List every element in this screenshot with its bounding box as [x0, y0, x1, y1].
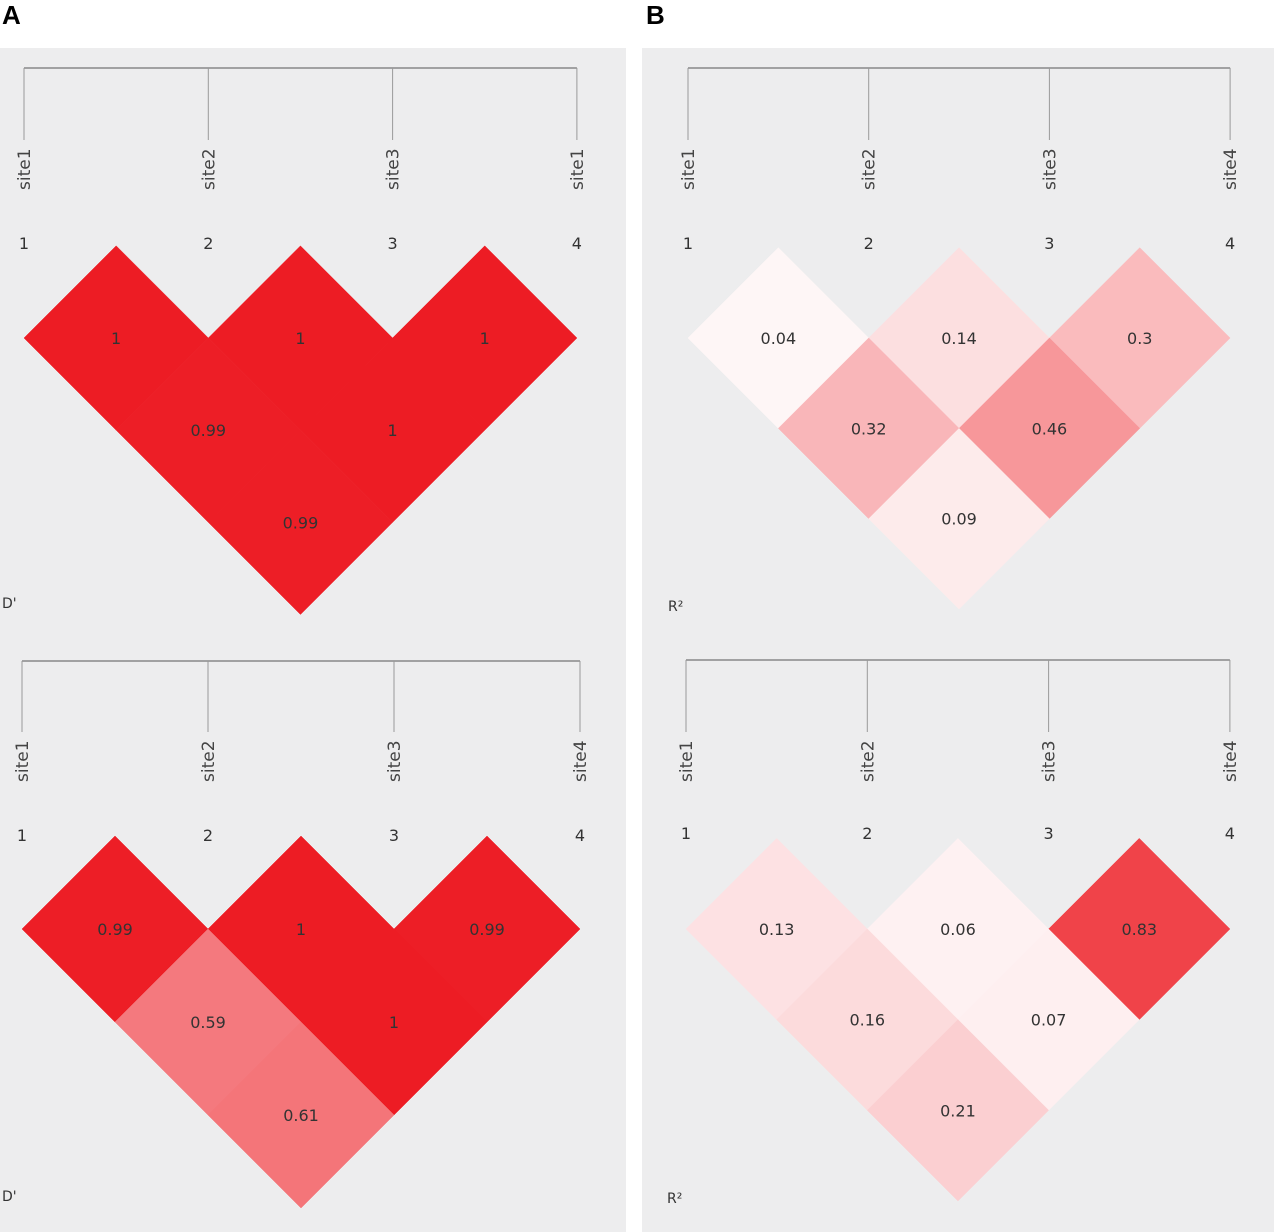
marker-index-label: 4: [572, 234, 582, 253]
ld-cell-1-4: [207, 1021, 395, 1209]
ld-cell-value-label: 0.59: [190, 1013, 226, 1032]
ld-cell-value-label: 1: [388, 421, 398, 440]
ld-cell-value-label: 1: [111, 329, 121, 348]
marker-index-label: 3: [389, 826, 399, 845]
marker-index-label: 1: [683, 234, 693, 253]
ld-cell-value-label: 0.06: [940, 920, 976, 939]
ld-cell-value-label: 0.99: [469, 920, 505, 939]
site-label: site2: [858, 740, 878, 782]
measure-label: R²: [668, 599, 683, 615]
marker-index-label: 3: [1044, 234, 1054, 253]
marker-index-label: 1: [17, 826, 27, 845]
marker-index-label: 4: [1225, 824, 1235, 843]
marker-index-label: 2: [864, 234, 874, 253]
ld-cell-value-label: 1: [480, 329, 490, 348]
ld-cell-1-4: [868, 427, 1050, 610]
ld-cell-value-label: 0.14: [941, 329, 977, 348]
marker-index-label: 4: [1225, 234, 1235, 253]
ld-plot-2: site1 1 site2 2 site3 3 site4 4 0.99 1 0.99 0.59 1 0.…: [2, 660, 591, 1209]
ld-cell-value-label: 0.21: [940, 1101, 976, 1120]
ld-cell-value-label: 0.99: [97, 920, 133, 939]
ld-cell-value-label: 0.46: [1032, 419, 1068, 438]
panel-letter-a: A: [2, 0, 21, 30]
site-label: site1: [15, 148, 35, 190]
site-label: site3: [384, 148, 404, 190]
ld-cell-value-label: 0.13: [759, 920, 795, 939]
site-label: site3: [1040, 740, 1060, 782]
ld-cell-value-label: 0.09: [941, 510, 977, 529]
ld-cell-1-4: [207, 429, 393, 615]
site-label: site4: [1221, 740, 1241, 782]
site-label: site3: [1040, 148, 1060, 190]
measure-label: R²: [667, 1191, 682, 1207]
ld-cell-value-label: 0.61: [283, 1106, 319, 1125]
ld-cell-1-4: [866, 1019, 1049, 1202]
marker-index-label: 1: [681, 824, 691, 843]
panel-letter-b: B: [646, 0, 665, 30]
site-label: site1: [568, 148, 588, 190]
ld-cell-value-label: 1: [389, 1013, 399, 1032]
site-label: site2: [199, 148, 219, 190]
ld-cell-value-label: 0.83: [1121, 920, 1157, 939]
ld-plot-3: site1 1 site2 2 site3 3 site4 4 0.04 0.14 0.3 0.32 0…: [668, 67, 1241, 615]
site-label: site4: [1221, 148, 1241, 190]
marker-index-label: 2: [203, 234, 213, 253]
site-label: site3: [385, 740, 405, 782]
site-label: site1: [679, 148, 699, 190]
site-label: site1: [677, 740, 697, 782]
ld-cell-value-label: 0.99: [190, 421, 226, 440]
ld-cell-value-label: 0.3: [1127, 329, 1152, 348]
ld-cell-value-label: 0.04: [761, 329, 797, 348]
measure-label: D': [2, 596, 17, 612]
ld-plot-4: site1 1 site2 2 site3 3 site4 4 0.13 0.06 0.83 0.16…: [667, 659, 1241, 1207]
marker-index-label: 1: [19, 234, 29, 253]
site-label: site2: [860, 148, 880, 190]
ld-cell-value-label: 0.99: [283, 513, 319, 532]
marker-index-label: 3: [1044, 824, 1054, 843]
marker-index-label: 3: [388, 234, 398, 253]
site-label: site4: [571, 740, 591, 782]
measure-label: D': [2, 1189, 17, 1205]
site-label: site2: [199, 740, 219, 782]
marker-index-label: 2: [203, 826, 213, 845]
marker-index-label: 2: [862, 824, 872, 843]
ld-cell-value-label: 1: [295, 329, 305, 348]
ld-cell-value-label: 1: [296, 920, 306, 939]
ld-cell-value-label: 0.32: [851, 419, 887, 438]
site-label: site1: [13, 740, 33, 782]
ld-plot-1: site1 1 site2 2 site3 3 site1 4 1 1 1 0.99 1 0.99 D': [2, 67, 588, 615]
ld-cell-value-label: 0.16: [849, 1011, 885, 1030]
marker-index-label: 4: [575, 826, 585, 845]
ld-cell-value-label: 0.07: [1031, 1011, 1067, 1030]
